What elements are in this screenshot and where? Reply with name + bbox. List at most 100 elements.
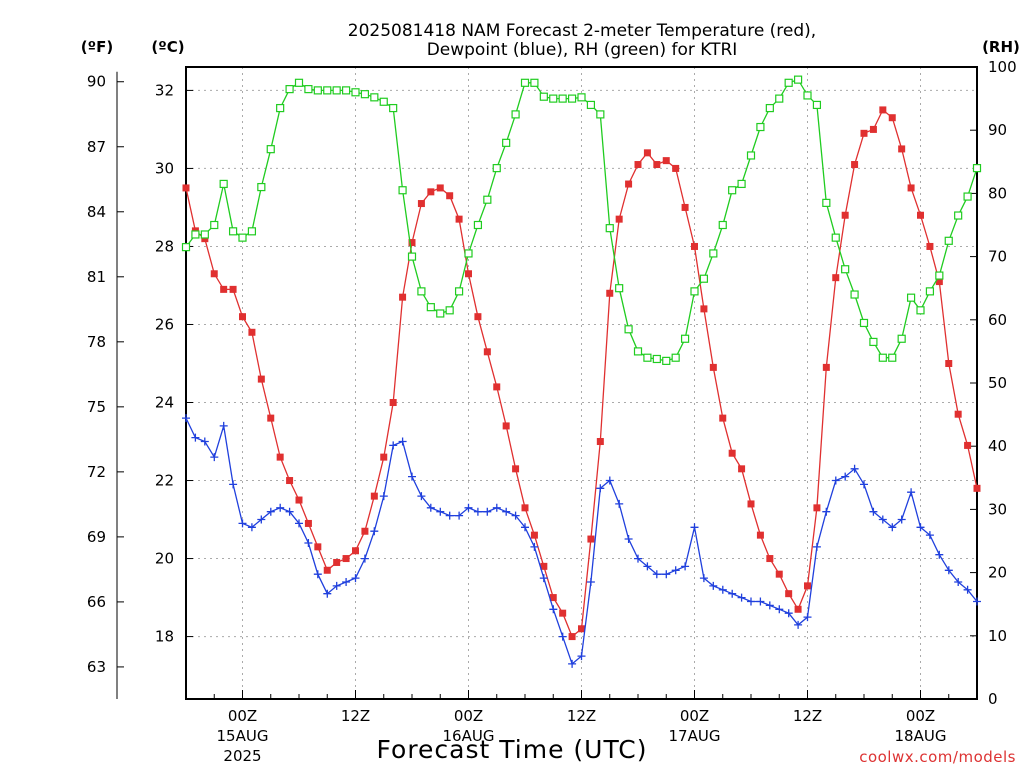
dewpoint-point (323, 589, 332, 598)
temperature-point (220, 285, 228, 293)
dewpoint-point (699, 574, 708, 583)
rh-point (210, 220, 219, 230)
rh-point (850, 290, 859, 299)
rh-point (709, 249, 718, 258)
temperature-point (756, 531, 764, 539)
temperature-point (408, 239, 416, 247)
dewpoint-point (313, 570, 322, 579)
dewpoint-point (455, 511, 464, 520)
rh-point (841, 265, 850, 274)
rh-point (219, 179, 228, 189)
temperature-point (446, 192, 454, 200)
dewpoint-point (426, 503, 435, 512)
temperature-point (399, 293, 407, 301)
temperature-point (945, 359, 953, 367)
dewpoint-point (332, 581, 341, 590)
rh-point (690, 287, 699, 296)
x-tick-label: 12Z (793, 707, 822, 725)
temperature-point (333, 558, 341, 566)
rh-point (652, 354, 661, 364)
temperature-point (813, 504, 821, 512)
rh-tick-label: 80 (988, 184, 1007, 202)
rh-point (492, 164, 501, 173)
temperature-point (361, 527, 369, 535)
temperature-point (559, 609, 567, 617)
rh-point (944, 236, 953, 245)
dewpoint-point (652, 570, 661, 579)
temperature-point (370, 492, 378, 500)
rh-point (445, 306, 454, 315)
temperature-point (860, 129, 868, 137)
rh-point (859, 318, 869, 328)
dewpoint-point (897, 515, 906, 524)
fahrenheit-tick-label: 63 (87, 658, 106, 676)
rh-point (888, 353, 897, 362)
dewpoint-point (530, 542, 539, 551)
temperature-point (578, 625, 585, 633)
temperature-point (709, 363, 717, 371)
dewpoint-point (643, 562, 652, 571)
dewpoint-point (492, 503, 501, 512)
rh-point (200, 230, 209, 239)
dewpoint-point (822, 507, 831, 516)
temperature-point (502, 422, 510, 430)
dewpoint-point (511, 511, 520, 520)
rh-point (831, 233, 840, 242)
dewpoint-point (229, 480, 238, 489)
rh-point (577, 93, 586, 102)
temperature-point (907, 184, 915, 192)
temperature-point (719, 414, 727, 422)
source-credit: coolwx.com/models (859, 748, 1016, 766)
temperature-point (747, 500, 755, 508)
rh-point (784, 78, 793, 87)
temperature-point (954, 410, 962, 418)
dewpoint-point (191, 433, 200, 442)
celsius-tick-label: 18 (155, 628, 174, 646)
rh-point (935, 271, 944, 280)
celsius-tick-label: 20 (155, 550, 174, 568)
rh-point (775, 94, 784, 103)
temperature-point (257, 375, 265, 383)
rh-point (294, 78, 304, 87)
rh-point (454, 287, 464, 296)
rh-point (436, 309, 445, 318)
temperature-point (785, 590, 793, 598)
series-temperature (182, 106, 981, 641)
grid-lines (186, 67, 977, 699)
temperature-point (276, 453, 284, 461)
temperature-point (483, 348, 491, 356)
rh-point (699, 274, 709, 283)
fahrenheit-tick-label: 81 (87, 268, 106, 286)
rh-tick-label: 10 (988, 627, 1007, 645)
temperature-point (417, 200, 425, 208)
rh-point (906, 293, 916, 302)
temperature-point (869, 125, 877, 133)
dewpoint-point (295, 519, 303, 528)
celsius-tick-label: 32 (155, 81, 174, 99)
temperature-point (766, 555, 774, 563)
dewpoint-point (681, 562, 690, 571)
dewpoint-point (728, 589, 737, 598)
dewpoint-point (963, 585, 972, 594)
temperature-point (342, 555, 350, 563)
dewpoint-point (389, 441, 398, 450)
temperature-point (681, 203, 689, 211)
dewpoint-point (398, 437, 407, 446)
rh-point (341, 86, 351, 95)
rh-point (407, 252, 417, 261)
fahrenheit-tick-label: 90 (87, 73, 106, 91)
dewpoint-point (878, 515, 887, 524)
rh-point (426, 303, 435, 312)
fahrenheit-tick-label: 69 (87, 528, 106, 546)
rh-point (916, 306, 925, 315)
temperature-point (304, 519, 312, 527)
rh-point (567, 94, 577, 103)
dewpoint-point (756, 597, 765, 606)
dewpoint-point (925, 531, 934, 540)
temperature-point (521, 504, 529, 512)
rh-point (662, 356, 671, 365)
dewpoint-point (709, 581, 718, 590)
temperature-point (267, 414, 275, 422)
rh-point (633, 347, 643, 356)
rh-tick-label: 30 (988, 500, 1007, 518)
